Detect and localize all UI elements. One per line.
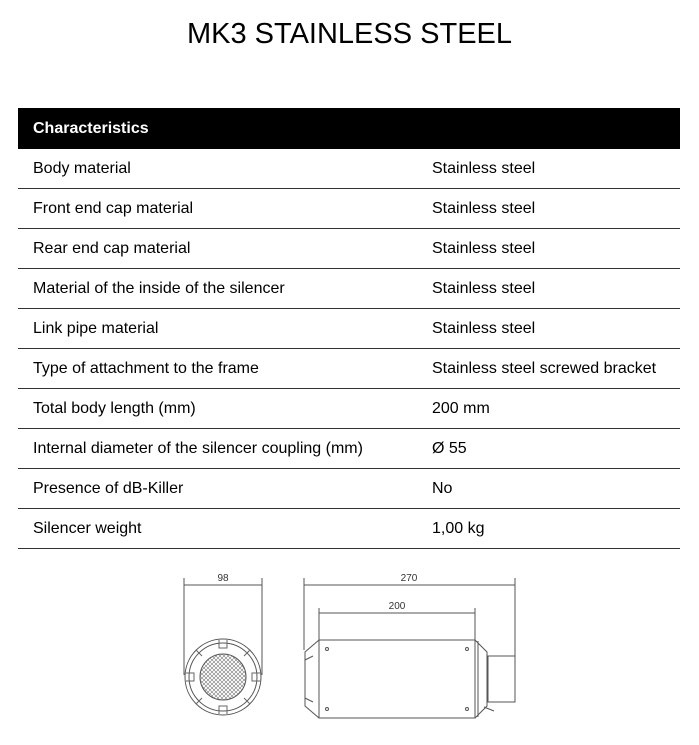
table-row: Type of attachment to the frame Stainless…: [18, 348, 680, 389]
table-row: Body material Stainless steel: [18, 149, 680, 189]
characteristic-label: Body material: [18, 149, 432, 189]
characteristic-label: Type of attachment to the frame: [18, 348, 432, 389]
characteristic-value: Stainless steel screwed bracket: [432, 348, 680, 389]
characteristic-label: Material of the inside of the silencer: [18, 268, 432, 309]
table-row: Rear end cap material Stainless steel: [18, 228, 680, 269]
characteristic-value: Stainless steel: [432, 268, 680, 309]
characteristics-table: Characteristics Body material Stainless s…: [18, 108, 680, 549]
characteristic-label: Link pipe material: [18, 308, 432, 349]
total-length-label: 270: [401, 573, 418, 584]
side-view: 270 200: [303, 573, 516, 719]
table-row: Silencer weight 1,00 kg: [18, 508, 680, 549]
characteristic-value: 1,00 kg: [432, 508, 680, 549]
characteristic-value: Stainless steel: [432, 149, 680, 189]
characteristic-label: Presence of dB-Killer: [18, 468, 432, 509]
table-row: Internal diameter of the silencer coupli…: [18, 428, 680, 469]
characteristic-value: Stainless steel: [432, 228, 680, 269]
table-row: Presence of dB-Killer No: [18, 468, 680, 509]
table-row: Total body length (mm) 200 mm: [18, 388, 680, 429]
diameter-label: 98: [217, 573, 229, 584]
table-row: Material of the inside of the silencer St…: [18, 268, 680, 309]
table-row: Link pipe material Stainless steel: [18, 308, 680, 349]
characteristic-label: Internal diameter of the silencer coupli…: [18, 428, 432, 469]
characteristic-label: Front end cap material: [18, 188, 432, 229]
characteristic-label: Silencer weight: [18, 508, 432, 549]
characteristic-value: No: [432, 468, 680, 509]
front-view: 98: [183, 573, 263, 716]
characteristic-label: Total body length (mm): [18, 388, 432, 429]
characteristic-value: Stainless steel: [432, 308, 680, 349]
table-row: Front end cap material Stainless steel: [18, 188, 680, 229]
page-title: MK3 STAINLESS STEEL: [186, 18, 513, 50]
silencer-technical-drawing: 98 270 200: [183, 573, 516, 719]
table-header: Characteristics: [18, 108, 680, 149]
characteristic-value: Ø 55: [432, 428, 680, 469]
characteristic-value: Stainless steel: [432, 188, 680, 229]
characteristic-value: 200 mm: [432, 388, 680, 429]
characteristic-label: Rear end cap material: [18, 228, 432, 269]
body-length-label: 200: [389, 601, 406, 612]
